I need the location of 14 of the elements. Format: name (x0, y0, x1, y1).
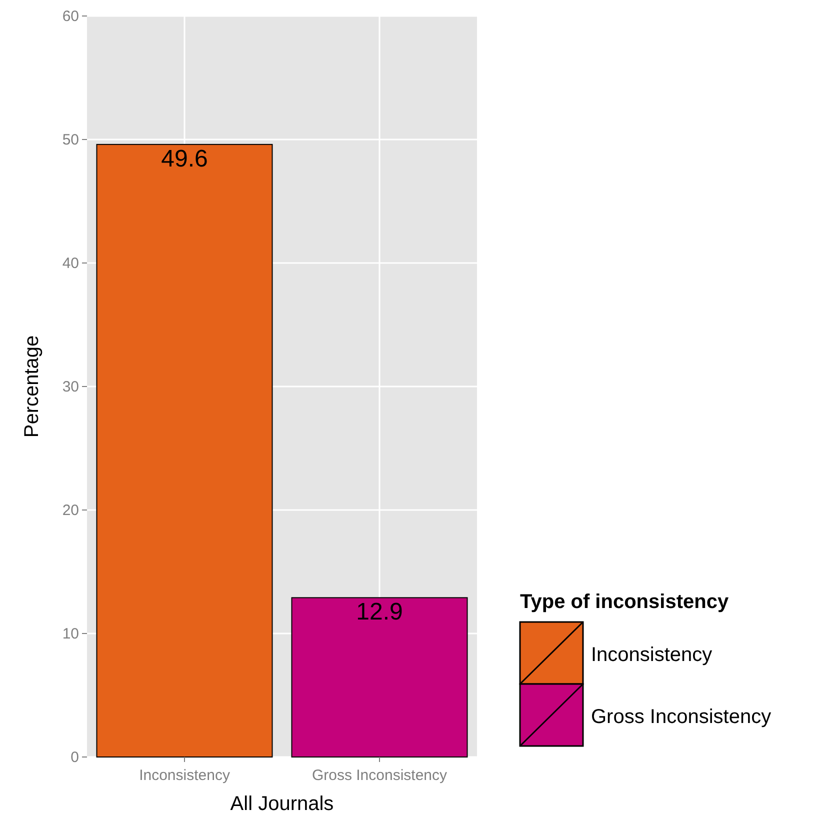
text: Inconsistency (591, 644, 712, 666)
y-tick-label: 50 (62, 131, 79, 148)
y-tick-label: 20 (62, 502, 79, 519)
y-tick-label: 60 (62, 8, 79, 25)
y-tick-label: 0 (70, 748, 79, 766)
data-label: 12.9 (356, 598, 403, 626)
text: Gross Inconsistency (591, 706, 772, 728)
x-axis-title: All Journals (230, 793, 334, 815)
y-tick-label: 40 (62, 254, 79, 272)
y-axis-title: Percentage (21, 335, 43, 438)
data-label: 49.6 (161, 145, 208, 172)
legend-title: Type of inconsistency (520, 591, 730, 613)
y-tick-label: 10 (62, 625, 79, 642)
y-tick-label: 30 (62, 378, 79, 396)
